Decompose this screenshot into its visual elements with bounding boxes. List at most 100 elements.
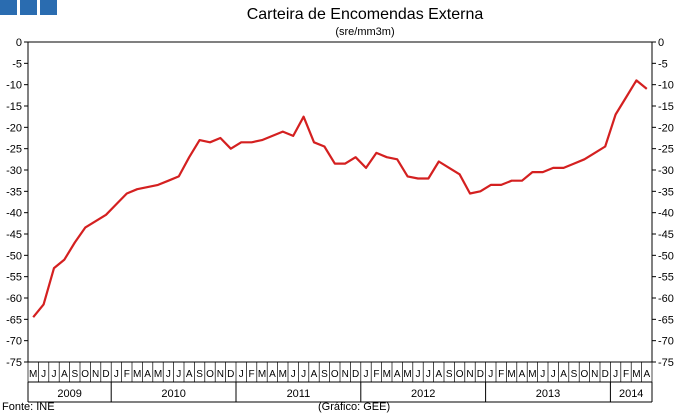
x-tick-label-month: D xyxy=(477,369,484,380)
x-tick-label-month: O xyxy=(581,369,589,380)
x-tick-label-month: D xyxy=(102,369,109,380)
y-tick-label-right: -70 xyxy=(658,336,674,348)
x-tick-label-month: A xyxy=(643,369,650,380)
series-group xyxy=(32,79,648,318)
y-tick-label-left: -20 xyxy=(6,122,22,134)
x-tick-label-month: O xyxy=(206,369,214,380)
x-tick-label-month: J xyxy=(291,369,296,380)
brand-logo xyxy=(0,0,57,15)
y-tick-label-right: -45 xyxy=(658,229,674,241)
x-tick-label-month: N xyxy=(217,369,224,380)
x-tick-label-month: M xyxy=(383,369,391,380)
y-tick-label-right: -15 xyxy=(658,101,674,113)
y-tick-label-left: -5 xyxy=(12,58,22,70)
x-tick-label-month: M xyxy=(279,369,287,380)
x-tick-label-month: A xyxy=(560,369,567,380)
x-tick-label-month: J xyxy=(166,369,171,380)
x-tick-label-month: M xyxy=(154,369,162,380)
logo-square xyxy=(0,0,17,15)
y-tick-label-right: 0 xyxy=(658,37,664,49)
x-tick-label-month: M xyxy=(403,369,411,380)
y-axis-left: 0 -5 -10 -15 -20 -25 -30 -35 -40 -45 -50 -55 -60 -65 -… xyxy=(6,37,28,369)
x-tick-label-month: A xyxy=(144,369,151,380)
x-tick-label-month: D xyxy=(352,369,359,380)
logo-square xyxy=(20,0,37,15)
y-tick-label-left: -55 xyxy=(6,272,22,284)
chart-title: Carteira de Encomendas Externa xyxy=(247,6,484,23)
y-axis-right: 0 -5 -10 -15 -20 -25 -30 -35 -40 -45 -50 -55 -60 -65 -… xyxy=(652,37,674,369)
plot-area-frame xyxy=(27,41,653,363)
x-tick-label-month: D xyxy=(227,369,234,380)
source-note: Fonte: INE xyxy=(2,401,55,413)
x-tick-label-month: F xyxy=(498,369,504,380)
x-tick-label-month: J xyxy=(41,369,46,380)
y-tick-label-right: -65 xyxy=(658,314,674,326)
y-tick-label-right: -10 xyxy=(658,80,674,92)
x-tick-label-month: A xyxy=(435,369,442,380)
x-tick-label-month: A xyxy=(394,369,401,380)
x-tick-label-month: J xyxy=(114,369,119,380)
x-tick-label-month: S xyxy=(446,369,453,380)
y-tick-label-right: -40 xyxy=(658,208,674,220)
x-tick-label-month: M xyxy=(507,369,515,380)
x-tick-label-month: M xyxy=(258,369,266,380)
x-tick-label-month: A xyxy=(61,369,68,380)
x-tick-label-year: 2009 xyxy=(57,388,81,400)
chart-credit: (Gráfico: GEE) xyxy=(318,401,391,413)
x-tick-label-month: J xyxy=(488,369,493,380)
x-tick-label-month: J xyxy=(416,369,421,380)
y-tick-label-right: -60 xyxy=(658,293,674,305)
y-tick-label-left: -60 xyxy=(6,293,22,305)
x-tick-label-month: S xyxy=(571,369,578,380)
x-tick-label-month: J xyxy=(239,369,244,380)
x-tick-label-year: 2014 xyxy=(619,388,643,400)
x-tick-label-month: F xyxy=(124,369,130,380)
x-tick-label-month: F xyxy=(373,369,379,380)
y-tick-label-left: -40 xyxy=(6,208,22,220)
y-tick-label-left: -75 xyxy=(6,357,22,369)
y-tick-label-left: -70 xyxy=(6,336,22,348)
x-tick-label-year: 2012 xyxy=(411,388,435,400)
x-tick-label-month: F xyxy=(249,369,255,380)
y-tick-label-right: -50 xyxy=(658,250,674,262)
x-tick-label-month: J xyxy=(551,369,556,380)
y-tick-label-left: -50 xyxy=(6,250,22,262)
y-tick-label-left: -10 xyxy=(6,80,22,92)
x-tick-label-month: J xyxy=(176,369,181,380)
y-tick-label-right: -5 xyxy=(658,58,668,70)
x-tick-label-month: O xyxy=(331,369,339,380)
y-tick-label-right: -55 xyxy=(658,272,674,284)
x-tick-label-month: A xyxy=(186,369,193,380)
x-tick-label-month: M xyxy=(528,369,536,380)
y-tick-label-right: -35 xyxy=(658,186,674,198)
x-tick-label-year: 2011 xyxy=(287,388,311,400)
x-tick-label-year: 2013 xyxy=(536,388,560,400)
x-tick-label-month: O xyxy=(456,369,464,380)
x-tick-label-month: M xyxy=(29,369,37,380)
y-tick-label-right: -75 xyxy=(658,357,674,369)
x-tick-label-month: A xyxy=(311,369,318,380)
y-tick-label-left: -45 xyxy=(6,229,22,241)
x-tick-label-month: J xyxy=(426,369,431,380)
x-tick-label-month: J xyxy=(540,369,545,380)
x-tick-label-month: N xyxy=(92,369,99,380)
x-tick-label-month: D xyxy=(602,369,609,380)
chart-subtitle: (sre/mm3m) xyxy=(335,26,394,38)
y-tick-label-right: -20 xyxy=(658,122,674,134)
y-tick-label-left: -65 xyxy=(6,314,22,326)
y-tick-label-left: 0 xyxy=(16,37,22,49)
x-tick-label-month: S xyxy=(321,369,328,380)
x-tick-label-month: S xyxy=(71,369,78,380)
x-tick-label-month: O xyxy=(81,369,89,380)
x-tick-label-month: M xyxy=(133,369,141,380)
x-tick-label-month: N xyxy=(342,369,349,380)
y-tick-label-left: -30 xyxy=(6,165,22,177)
y-tick-label-left: -15 xyxy=(6,101,22,113)
x-tick-label-month: A xyxy=(519,369,526,380)
x-tick-label-month: N xyxy=(591,369,598,380)
logo-square xyxy=(40,0,57,15)
x-tick-label-month: M xyxy=(632,369,640,380)
y-tick-label-left: -25 xyxy=(6,144,22,156)
